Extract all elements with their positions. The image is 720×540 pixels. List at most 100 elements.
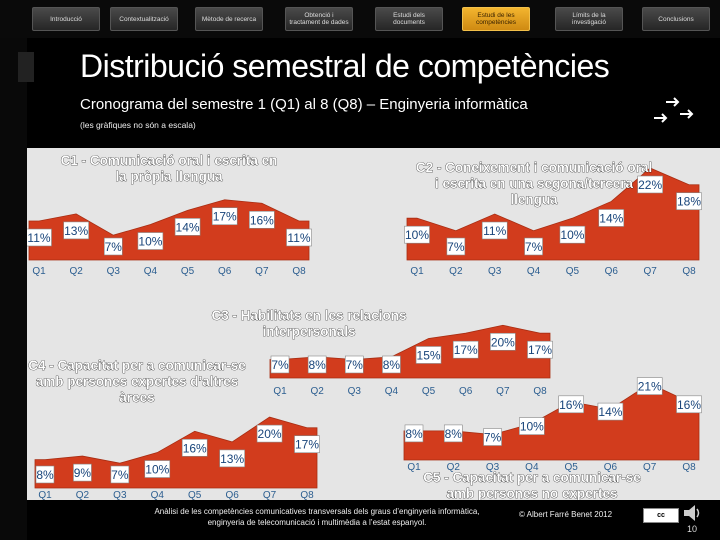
chart-c2-data-label: 14% — [599, 211, 623, 225]
chart-c1-label-box — [63, 221, 89, 240]
chart-c1-data-label: 11% — [287, 231, 310, 245]
chart-c5-label-box — [443, 424, 463, 443]
chart-c1-label-box — [286, 228, 312, 247]
chart-c3-data-label: 8% — [383, 358, 401, 372]
chart-c3-title: C3 - Habilitats en les relacions — [211, 308, 406, 323]
chart-c1-label-box — [103, 237, 123, 256]
nav-tab-estudi-documents[interactable]: Estudi dels documents — [375, 7, 443, 31]
chart-c2-data-label: 10% — [560, 228, 584, 242]
chart-c5-tick-label: Q8 — [682, 462, 696, 473]
chart-c2-label-box — [559, 225, 586, 244]
chart-c2-area — [406, 167, 700, 261]
chart-c3-label-box — [344, 355, 364, 374]
chart-c3-data-label: 20% — [491, 335, 515, 349]
chart-c4-data-label: 9% — [74, 466, 92, 480]
chart-c3-data-label: 7% — [271, 358, 289, 372]
chart-c1: 11% 13% 7% 10% 14% 17% 16% 11% Q1 Q2 Q3 Q4 Q5 Q6 Q7 Q8 C… — [27, 153, 312, 277]
chart-c2-label-box — [676, 192, 702, 211]
copyright-credit: © Albert Farré Benet 2012 — [519, 510, 613, 519]
chart-c3-title: interpersonals — [262, 324, 355, 339]
footer-description: Anàlisi de les competències comunicative… — [77, 506, 557, 528]
chart-c1-tick-label: Q4 — [144, 266, 158, 277]
chart-c2-label-box — [446, 237, 466, 256]
chart-c4-label-box — [73, 463, 92, 482]
chart-c5-tick-label: Q1 — [407, 462, 421, 473]
chart-c4-tick-label: Q2 — [76, 490, 90, 501]
chart-c5-data-label: 16% — [559, 398, 583, 412]
chart-c5-data-label: 7% — [484, 431, 502, 445]
nav-tab-estudi-competencies[interactable]: Estudi de les competències — [462, 7, 530, 31]
chart-c3-label-box — [382, 355, 401, 374]
chart-c5-tick-label: Q3 — [486, 462, 500, 473]
chart-c3-tick-label: Q5 — [422, 386, 436, 397]
chart-c2-tick-label: Q5 — [566, 266, 580, 277]
chart-c3-data-label: 17% — [528, 343, 552, 357]
chart-c2-title: llengua — [510, 192, 558, 207]
nav-tab-metode-recerca[interactable]: Mètode de recerca — [195, 7, 263, 31]
left-edge-tab — [18, 52, 34, 82]
chart-c3-tick-label: Q7 — [496, 386, 510, 397]
chart-c3-label-box — [415, 346, 442, 364]
chart-c2-tick-label: Q4 — [527, 266, 541, 277]
chart-c3-tick-label: Q8 — [533, 386, 547, 397]
chart-c5-tick-label: Q2 — [447, 462, 461, 473]
chart-c1-tick-label: Q5 — [181, 266, 195, 277]
chart-c3-data-label: 7% — [346, 358, 364, 372]
chart-c1-label-box — [137, 232, 164, 250]
chart-c2-tick-label: Q7 — [643, 266, 657, 277]
page-number: 10 — [687, 524, 698, 534]
chart-c2-tick-label: Q3 — [488, 266, 502, 277]
chart-c4-label-box — [35, 465, 55, 484]
chart-c2-data-label: 18% — [677, 195, 701, 209]
competence-charts: 11% 13% 7% 10% 14% 17% 16% 11% Q1 Q2 Q3 Q4 Q5 Q6 Q7 Q8 C… — [27, 153, 702, 501]
chart-c4-data-label: 20% — [258, 427, 282, 441]
chart-c5-tick-label: Q6 — [604, 462, 618, 473]
chart-c2-data-label: 7% — [525, 240, 543, 254]
chart-c3-tick-label: Q6 — [459, 386, 473, 397]
nav-tab-contextualitzacio[interactable]: Contextualització — [110, 7, 178, 31]
nav-tab-conclusions[interactable]: Conclusions — [642, 7, 710, 31]
chart-c1-title: la pròpia llengua — [115, 169, 223, 184]
chart-c4-title: C4 - Capacitat per a comunicar-se — [28, 358, 246, 373]
chart-c1-label-box — [211, 207, 238, 226]
chart-c2-tick-label: Q8 — [682, 266, 696, 277]
chart-c1-tick-label: Q8 — [292, 266, 306, 277]
nav-tab-introduccio[interactable]: Introducció — [32, 7, 100, 31]
chart-c1-tick-label: Q2 — [69, 266, 83, 277]
chart-c5-label-box — [636, 377, 663, 395]
chart-c5-title: amb persones no expertes — [446, 486, 617, 501]
nav-tab-obtencio-dades[interactable]: Obtenció i tractament de dades — [285, 7, 353, 31]
chart-c4-label-box — [110, 465, 130, 484]
chart-c4-area — [34, 416, 318, 489]
navigation-arrows-icon[interactable] — [650, 94, 700, 134]
speaker-icon[interactable] — [681, 502, 703, 524]
chart-c4-title: amb persones expertes d’altres — [36, 374, 239, 389]
chart-c4-data-label: 10% — [145, 463, 169, 477]
footer: Anàlisi de les competències comunicative… — [27, 500, 720, 540]
chart-c3-data-label: 17% — [454, 343, 478, 357]
chart-c3-data-label: 15% — [417, 348, 441, 362]
chart-c5-label-box — [519, 417, 545, 435]
footer-line-1: Anàlisi de les competències comunicative… — [154, 507, 480, 516]
chart-c4-label-box — [294, 435, 320, 454]
chart-c3-tick-label: Q1 — [273, 386, 287, 397]
nav-tab-limits-investigacio[interactable]: Límits de la investigació — [555, 7, 623, 31]
chart-c4-tick-label: Q8 — [300, 490, 314, 501]
chart-c4-label-box — [144, 460, 171, 478]
chart-c3-label-box — [452, 340, 479, 359]
chart-c2-label-box — [637, 175, 663, 194]
chart-c2-label-box — [598, 209, 625, 227]
chart-c1-label-box — [249, 210, 275, 229]
chart-c3-label-box — [307, 355, 327, 374]
chart-c4-data-label: 17% — [295, 438, 319, 452]
footer-line-2: enginyeria de telecomunicació i multimèd… — [207, 518, 427, 527]
chart-c2-data-label: 10% — [405, 228, 429, 242]
chart-c5-area — [403, 383, 700, 461]
chart-c4-tick-label: Q7 — [263, 490, 277, 501]
chart-c2-label-box — [404, 225, 430, 244]
chart-c2-data-label: 11% — [483, 224, 506, 238]
chart-c1-data-label: 10% — [138, 235, 162, 249]
chart-c4-data-label: 13% — [220, 452, 244, 466]
chart-c4-data-label: 7% — [111, 468, 129, 482]
chart-c4-data-label: 16% — [183, 441, 207, 455]
